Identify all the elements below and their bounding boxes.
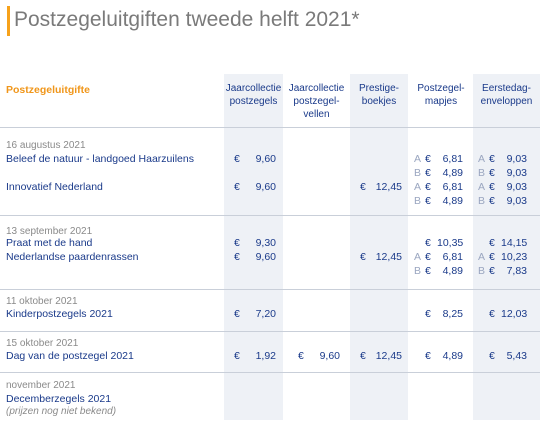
price-enveloppen: A €9,03 <box>478 181 527 193</box>
price-enveloppen: A €10,23 <box>478 251 528 263</box>
issue-name: Kinderpostzegels 2021 <box>6 308 113 320</box>
price-jaarcollectie-postzegels: €1,92 <box>234 350 276 362</box>
price-mapjes: B €4,89 <box>414 167 463 179</box>
group-date: november 2021 <box>6 380 76 391</box>
price-mapjes: B €4,89 <box>414 265 463 277</box>
price-mapjes: B €4,89 <box>414 195 463 207</box>
price-enveloppen: B €7,83 <box>478 265 527 277</box>
price-jaarcollectie-postzegels: €9,60 <box>234 251 276 263</box>
page-title: Postzegeluitgiften tweede helft 2021* <box>14 8 360 31</box>
group-date: 13 september 2021 <box>6 226 93 237</box>
header-issue: Postzegeluitgifte <box>6 84 91 96</box>
header-enveloppen: Eerstedag- enveloppen <box>480 83 533 107</box>
price-mapjes: €4,89 <box>425 350 463 362</box>
header-prestige: Prestige- boekjes <box>358 83 399 107</box>
row-separator <box>0 372 540 373</box>
price-enveloppen: A €9,03 <box>478 153 527 165</box>
price-jaarcollectie-postzegels: €7,20 <box>234 308 276 320</box>
price-mapjes: €10,35 <box>425 237 464 249</box>
column-shade-enveloppen <box>473 74 540 420</box>
row-separator <box>0 215 540 216</box>
price-enveloppen: B €9,03 <box>478 167 527 179</box>
row-separator <box>0 127 540 128</box>
row-separator <box>0 289 540 290</box>
price-jaarcollectie-postzegels: €9,60 <box>234 181 276 193</box>
issue-name: Beleef de natuur - landgoed Haarzuilens <box>6 153 194 165</box>
group-date: 11 oktober 2021 <box>6 296 78 307</box>
row-separator <box>0 331 540 332</box>
issue-name: Decemberzegels 2021 <box>6 393 112 405</box>
price-enveloppen: €14,15 <box>489 237 528 249</box>
price-enveloppen: €12,03 <box>489 308 528 320</box>
price-prestige: €12,45 <box>360 181 402 193</box>
title-accent-bar <box>7 6 10 36</box>
price-mapjes: A €6,81 <box>414 153 463 165</box>
column-shade-jaarcollectie-postzegels <box>224 74 283 420</box>
price-prestige: €12,45 <box>360 251 402 263</box>
price-jaarcollectie-postzegels: €9,60 <box>234 153 276 165</box>
group-date: 16 augustus 2021 <box>6 140 86 151</box>
price-mapjes: A €6,81 <box>414 251 463 263</box>
price-jaarcollectie-vellen: €9,60 <box>298 350 340 362</box>
price-prestige: €12,45 <box>360 350 402 362</box>
price-enveloppen: B €9,03 <box>478 195 527 207</box>
price-note: (prijzen nog niet bekend) <box>6 406 117 417</box>
issue-name: Innovatief Nederland <box>6 181 103 193</box>
price-mapjes: €8,25 <box>425 308 463 320</box>
price-enveloppen: €5,43 <box>489 350 527 362</box>
issue-name: Dag van de postzegel 2021 <box>6 350 134 362</box>
price-jaarcollectie-postzegels: €9,30 <box>234 237 276 249</box>
header-mapjes: Postzegel- mapjes <box>417 83 465 107</box>
price-mapjes: A €6,81 <box>414 181 463 193</box>
header-jaarcollectie-postzegels: Jaarcollectie postzegels <box>225 83 282 107</box>
group-date: 15 oktober 2021 <box>6 338 79 349</box>
header-jaarcollectie-vellen: Jaarcollectie postzegel- vellen <box>288 83 345 120</box>
column-shade-prestige <box>350 74 408 420</box>
issue-name: Praat met de hand <box>6 237 93 249</box>
issue-name: Nederlandse paardenrassen <box>6 251 139 263</box>
